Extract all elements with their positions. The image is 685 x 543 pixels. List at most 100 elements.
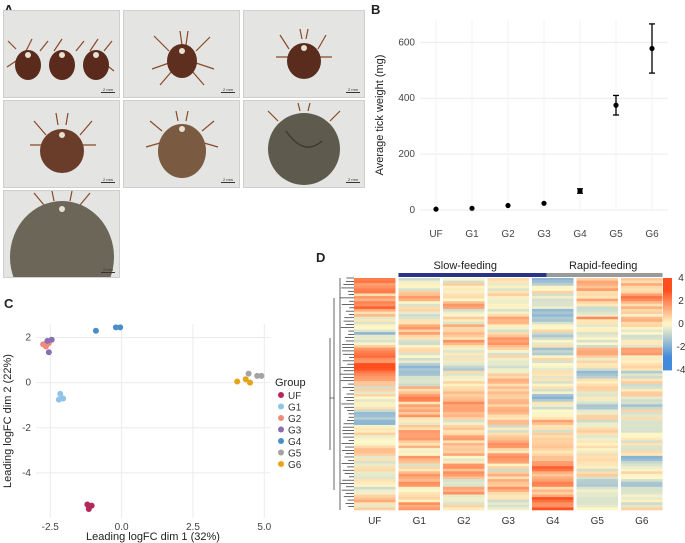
heatmap-cell [443, 345, 485, 348]
heatmap-cell [532, 357, 574, 361]
heatmap-cell [576, 468, 618, 472]
heatmap-cell [487, 391, 529, 395]
heatmap-cell [576, 404, 618, 408]
heatmap-cell [487, 316, 529, 320]
heatmap-cell [443, 334, 485, 338]
heatmap-cell [576, 355, 618, 359]
heatmap-cell [621, 347, 663, 351]
heatmap-cell [487, 399, 529, 403]
y-tick-label: 400 [398, 93, 415, 104]
heatmap-cell [487, 466, 529, 470]
colorbar-step [663, 337, 672, 341]
heatmap-cell [532, 319, 574, 323]
heatmap-cell [398, 466, 440, 470]
heatmap-cell [354, 288, 396, 292]
heatmap-cell [443, 316, 485, 320]
heatmap-cell [443, 476, 485, 480]
heatmap-cell [532, 481, 574, 485]
heatmap-cell [621, 391, 663, 395]
heatmap-cell [621, 326, 663, 330]
heatmap-cell [532, 442, 574, 446]
heatmap-cell [443, 432, 485, 436]
colorbar-step [663, 298, 672, 302]
panel-label-d: D [316, 250, 326, 265]
heatmap-cell [487, 303, 529, 307]
heatmap-cell [443, 288, 485, 292]
heatmap-cell [576, 298, 618, 302]
data-point-g6 [242, 376, 249, 383]
heatmap-cell [487, 293, 529, 297]
heatmap-cell [487, 458, 529, 462]
colorbar-step [663, 280, 672, 283]
heatmap-cell [621, 435, 663, 439]
heatmap-cell [398, 290, 440, 294]
heatmap-cell [398, 345, 440, 348]
scale-bar: 2 mm [101, 87, 115, 93]
heatmap-cell [398, 373, 440, 377]
heatmap-cell [576, 412, 618, 415]
heatmap-cell [487, 321, 529, 325]
heatmap-cell [621, 298, 663, 302]
x-axis-label: Leading logFC dim 1 (32%) [86, 531, 220, 543]
heatmap-cell [398, 293, 440, 297]
heatmap-cell [532, 342, 574, 346]
heatmap-cell [621, 311, 663, 315]
heatmap-cell [443, 363, 485, 366]
heatmap-cell [576, 334, 618, 338]
heatmap-cell [443, 427, 485, 431]
heatmap-cell [443, 306, 485, 310]
heatmap-cell [621, 288, 663, 292]
heatmap-cell [532, 301, 574, 305]
heatmap-cell [443, 324, 485, 328]
heatmap-cell [621, 285, 663, 289]
heatmap-cell [354, 370, 396, 374]
heatmap-cell [443, 350, 485, 354]
heatmap-cell [532, 280, 574, 284]
heatmap-cell [354, 378, 396, 382]
heatmap-cell [398, 497, 440, 500]
heatmap-cell [443, 466, 485, 470]
heatmap-cell [532, 332, 574, 336]
heatmap-cell [532, 352, 574, 356]
tick-illustration [30, 112, 96, 173]
heatmap-cell [487, 360, 529, 364]
heatmap-cell [487, 427, 529, 431]
heatmap-cell [621, 301, 663, 305]
heatmap-cell [398, 352, 440, 356]
data-point [613, 102, 619, 108]
heatmap-cell [621, 430, 663, 433]
heatmap-cell [354, 450, 396, 454]
heatmap-cell [576, 339, 618, 343]
heatmap-cell [443, 280, 485, 284]
heatmap-column-label: G6 [635, 516, 649, 527]
heatmap-cell [398, 489, 440, 493]
heatmap-cell [576, 303, 618, 307]
heatmap-cell [443, 360, 485, 364]
heatmap-cell [398, 357, 440, 361]
heatmap-cell [532, 455, 574, 459]
legend-label: G2 [288, 414, 302, 425]
heatmap-cell [532, 381, 574, 384]
heatmap-cell [443, 442, 485, 446]
colorbar-step [663, 294, 672, 297]
x-tick-label: -2.5 [42, 522, 60, 533]
heatmap-cell [532, 427, 574, 431]
heatmap-cell [532, 417, 574, 421]
data-point-g3 [48, 336, 55, 343]
data-point [541, 200, 547, 206]
x-tick-label: G2 [501, 229, 515, 240]
heatmap-cell [621, 445, 663, 449]
heatmap-cell [354, 342, 396, 346]
heatmap-cell [354, 368, 396, 372]
heatmap-cell [576, 324, 618, 328]
heatmap-cell [487, 319, 529, 323]
data-point-g1 [57, 390, 64, 397]
heatmap-cell [354, 280, 396, 284]
heatmap-cell [532, 399, 574, 403]
colorbar-step [663, 326, 672, 329]
slow-feeding-bar [398, 273, 547, 277]
heatmap-cell [354, 365, 396, 369]
heatmap-cell [443, 494, 485, 498]
heatmap-cell [398, 298, 440, 302]
heatmap-cell [354, 388, 396, 392]
